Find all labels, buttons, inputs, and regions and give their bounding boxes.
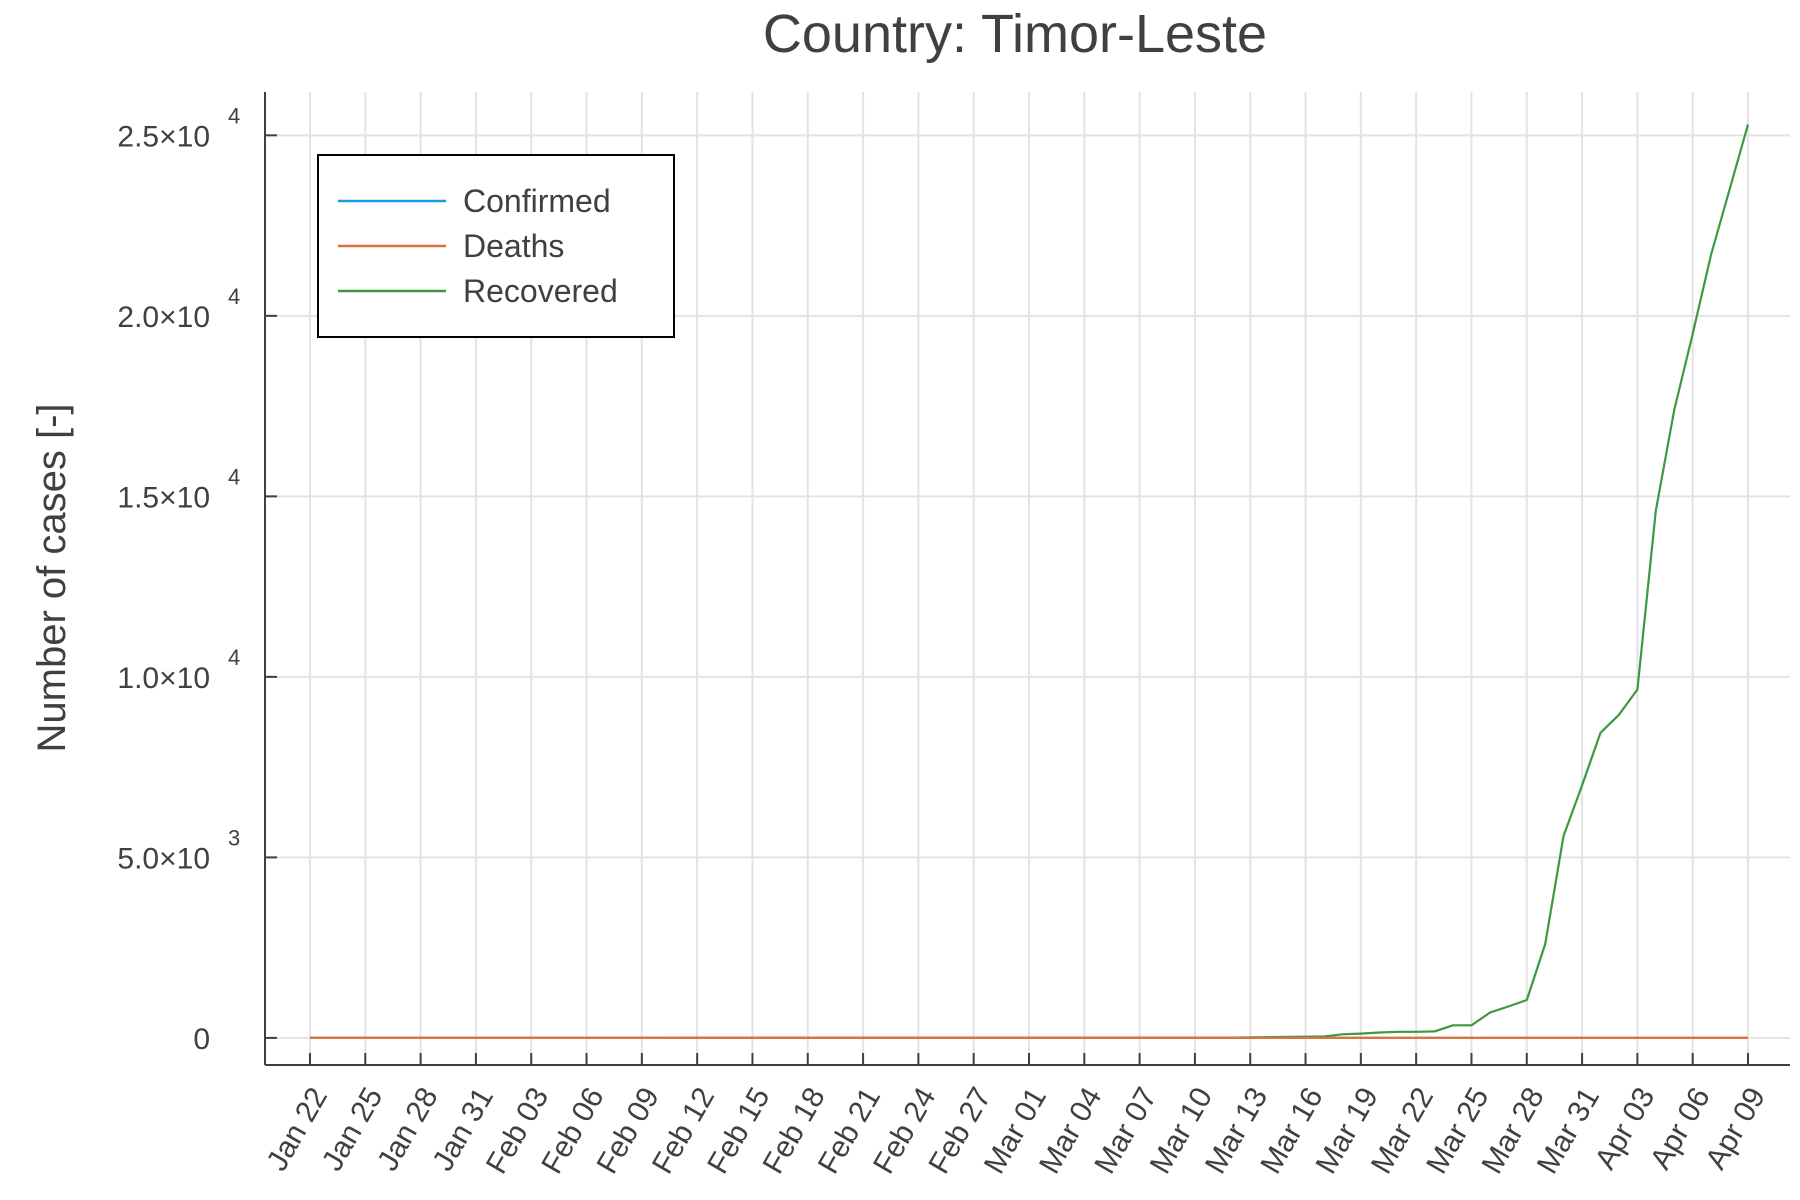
y-tick-label: 1.5×10 [117,481,210,514]
y-tick-label: 1.0×10 [117,662,210,695]
legend-label-confirmed: Confirmed [463,183,611,219]
axes [264,92,1790,1066]
legend: Confirmed Deaths Recovered [317,154,675,338]
chart-title: Country: Timor-Leste [763,4,1267,64]
series-line-recovered [309,124,1750,1040]
y-tick-label: 0 [193,1023,210,1056]
y-tick-label: 2.0×10 [117,301,210,334]
y-tick-exponent: 4 [228,464,240,489]
y-axis-label: Number of cases [-] [30,403,74,752]
y-tick-exponent: 4 [228,103,240,128]
y-tick-exponent: 4 [228,645,240,670]
y-tick-exponent: 3 [228,825,240,850]
legend-label-recovered: Recovered [463,273,618,309]
y-tick-label: 5.0×10 [117,842,210,875]
legend-label-deaths: Deaths [463,228,564,264]
series-lines [309,124,1750,1040]
y-tick-labels: 0 5.0×10 3 1.0×10 4 1.5×10 4 2.0×10 4 2.5×10 4 [117,103,240,1056]
y-tick-label: 2.5×10 [117,120,210,153]
y-tick-exponent: 4 [228,284,240,309]
